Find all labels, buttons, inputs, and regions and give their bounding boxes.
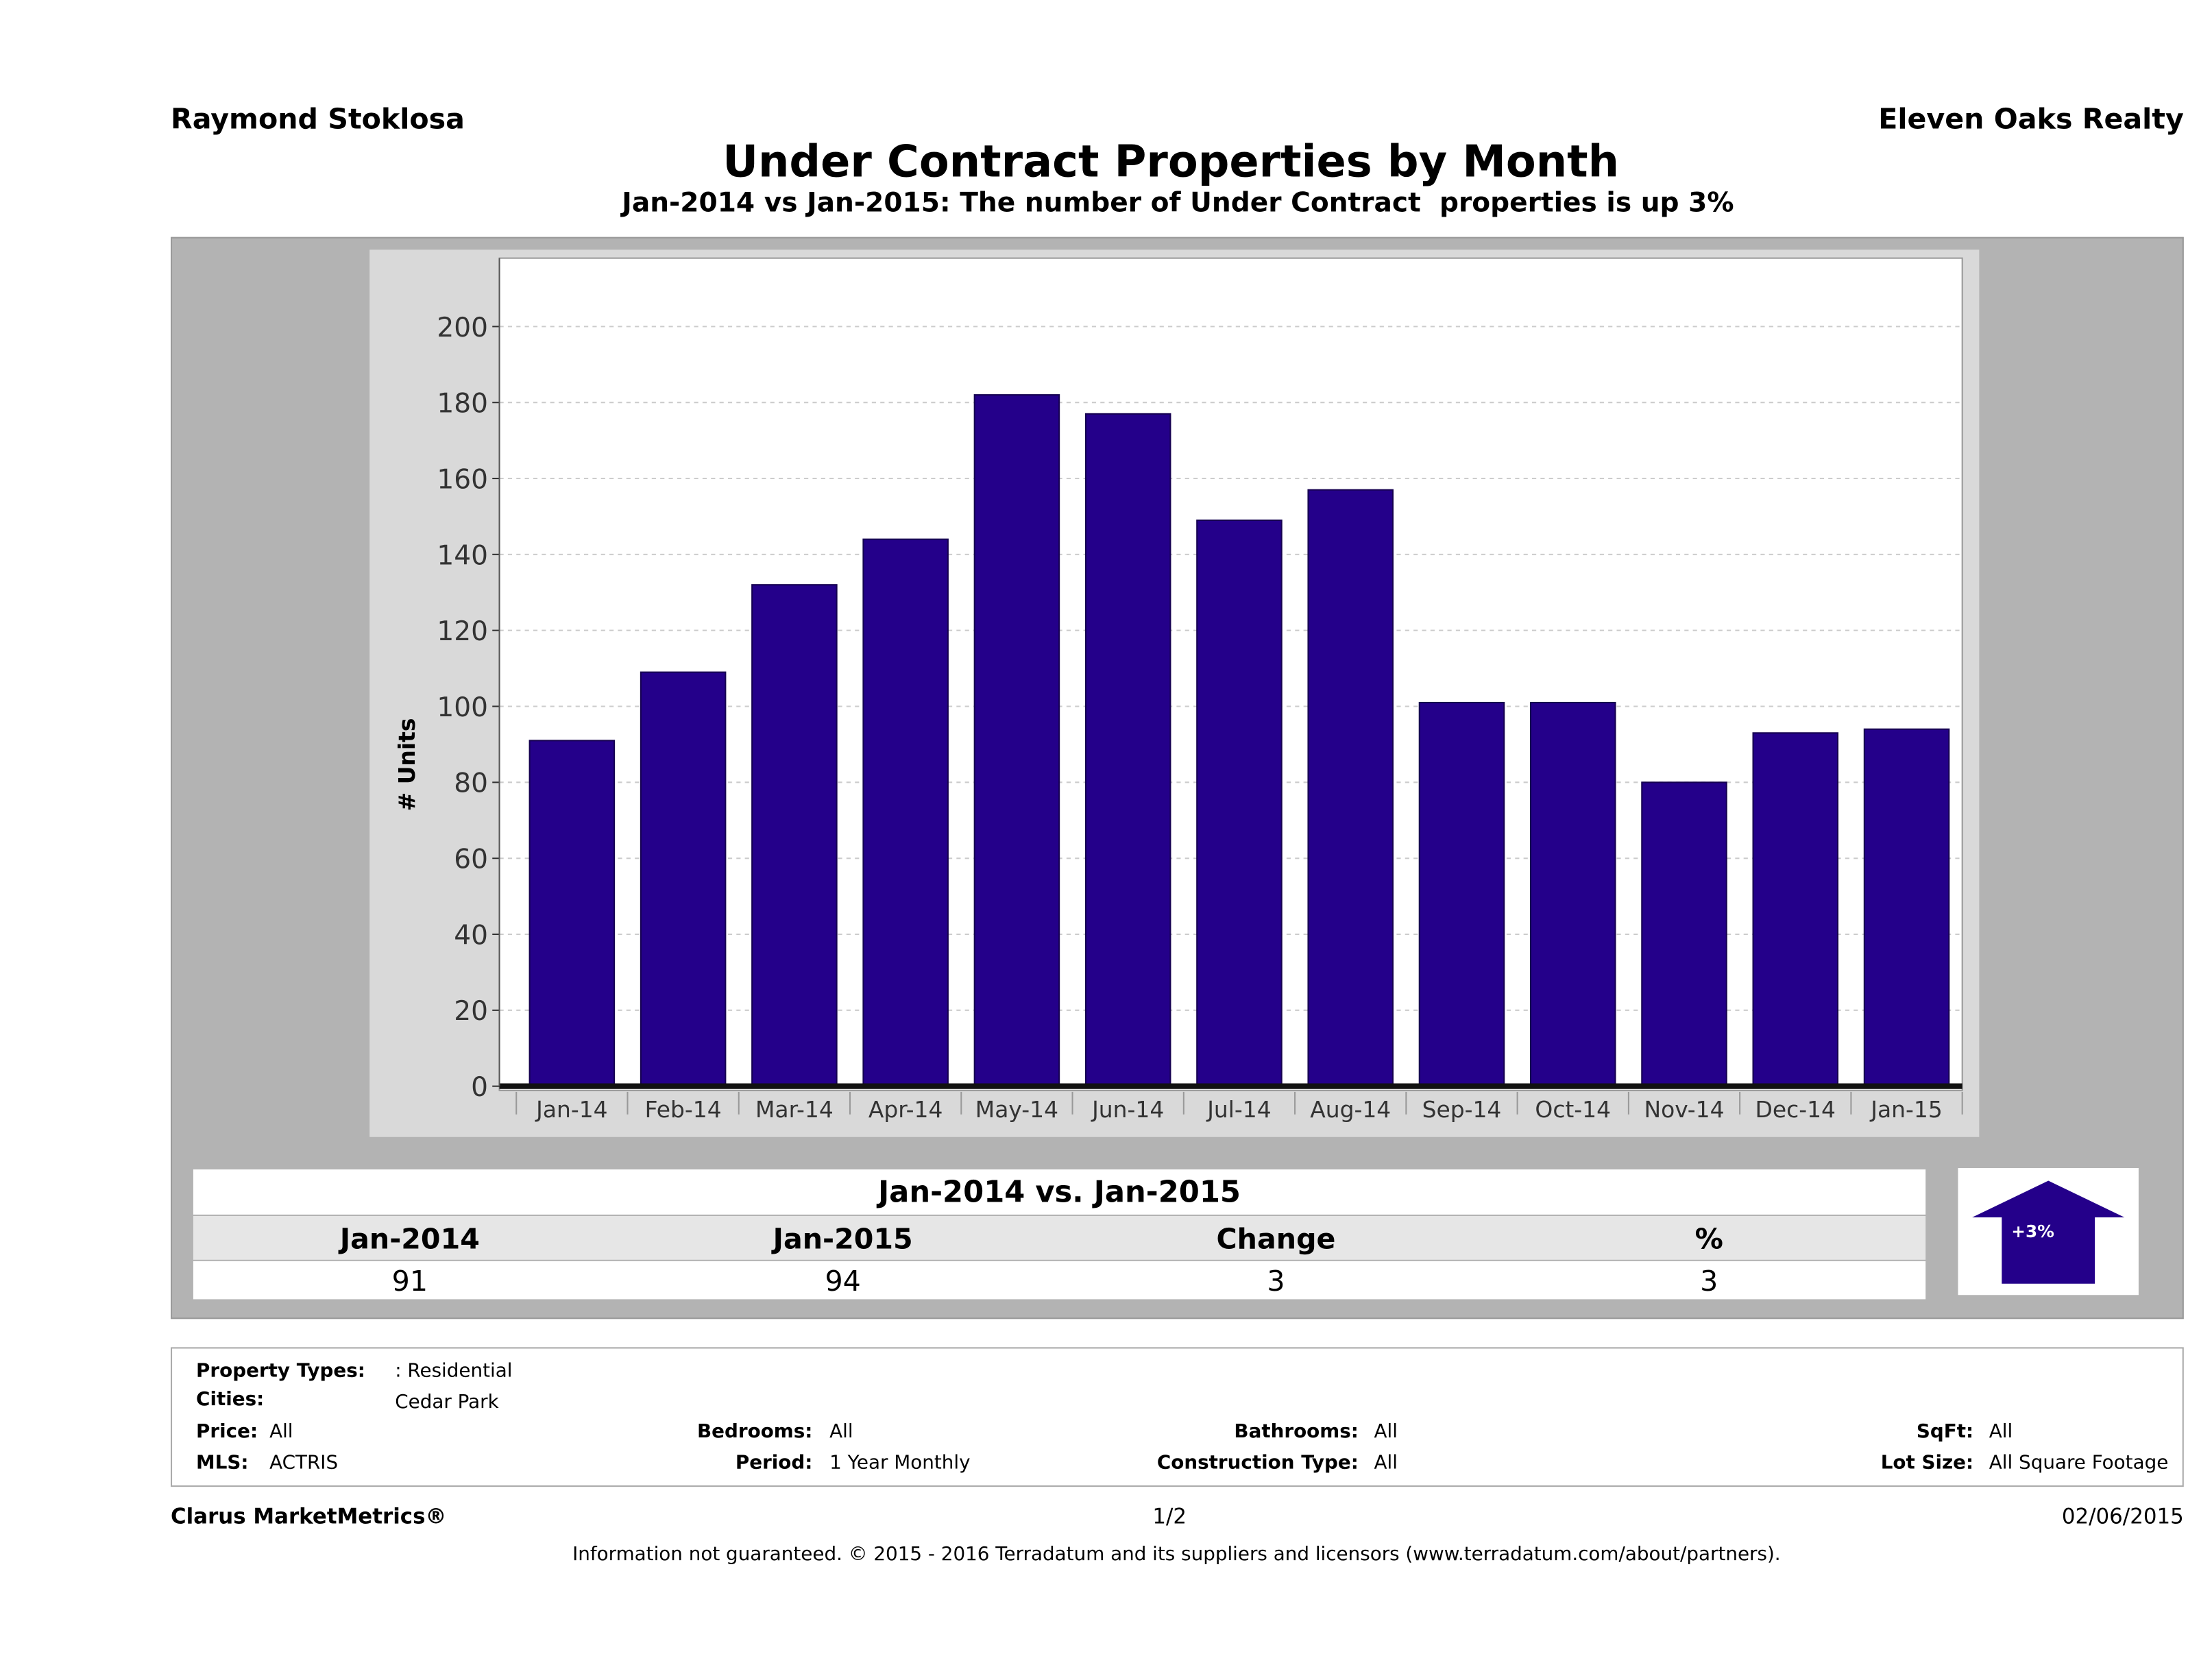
change-badge: +3% — [1958, 1168, 2139, 1296]
construction-value: All — [1374, 1451, 1398, 1474]
bar — [1863, 728, 1950, 1087]
agent-name: Raymond Stoklosa — [171, 101, 465, 136]
sqft-label: SqFt: — [1916, 1420, 1974, 1444]
y-tick-label: 140 — [437, 540, 488, 571]
criteria-box: Property Types: : Residential Cities: Ce… — [171, 1347, 2184, 1487]
property-types-value: : Residential — [395, 1359, 513, 1383]
bar — [862, 538, 949, 1087]
bar — [751, 584, 838, 1087]
x-tick-label: Jan-14 — [535, 1096, 607, 1123]
property-types-label: Property Types: — [196, 1359, 365, 1383]
bar — [973, 394, 1060, 1087]
x-tick-label: Nov-14 — [1644, 1096, 1724, 1123]
y-axis-label: # Units — [393, 718, 420, 812]
summary-value: 3 — [1700, 1263, 1718, 1298]
summary-col: % — [1694, 1221, 1723, 1255]
bar — [528, 740, 616, 1087]
x-tick-label: Sep-14 — [1422, 1096, 1502, 1123]
up-arrow-icon — [1972, 1180, 2125, 1284]
x-tick-label: Apr-14 — [868, 1096, 943, 1123]
bar — [640, 671, 727, 1087]
summary-col: Jan-2015 — [773, 1221, 913, 1255]
footer-brand: Clarus MarketMetrics® — [171, 1503, 447, 1529]
bar — [1641, 781, 1727, 1087]
y-tick-label: 20 — [454, 996, 488, 1027]
bathrooms-label: Bathrooms: — [1234, 1420, 1359, 1444]
summary-value-row: 91 94 3 3 — [193, 1261, 1926, 1300]
bedrooms-value: All — [829, 1420, 853, 1444]
x-tick-label: Dec-14 — [1755, 1096, 1836, 1123]
x-tick-label: Mar-14 — [755, 1096, 834, 1123]
x-tick-label: Jun-14 — [1091, 1096, 1164, 1123]
lot-size-label: Lot Size: — [1880, 1451, 1974, 1474]
y-tick-label: 60 — [454, 844, 488, 875]
summary-value: 3 — [1267, 1263, 1285, 1298]
bedrooms-label: Bedrooms: — [697, 1420, 813, 1444]
summary-value: 94 — [825, 1263, 861, 1298]
price-label: Price: — [196, 1420, 258, 1444]
y-tick-label: 0 — [471, 1072, 488, 1103]
lot-size-value: All Square Footage — [1989, 1451, 2169, 1474]
period-value: 1 Year Monthly — [829, 1451, 971, 1474]
mls-value: ACTRIS — [269, 1451, 339, 1474]
bar — [1196, 519, 1283, 1087]
summary-col: Change — [1216, 1221, 1336, 1255]
company-name: Eleven Oaks Realty — [1878, 101, 2184, 136]
x-tick-label: Oct-14 — [1535, 1096, 1611, 1123]
summary-heading: Jan-2014 vs. Jan-2015 — [193, 1169, 1926, 1215]
report-date: 02/06/2015 — [2061, 1503, 2184, 1529]
y-tick-label: 100 — [437, 692, 488, 723]
summary-header-row: Jan-2014 Jan-2015 Change % — [193, 1215, 1926, 1260]
bar — [1529, 701, 1616, 1087]
period-label: Period: — [735, 1451, 813, 1474]
y-tick-label: 180 — [437, 389, 488, 420]
x-tick-label: Feb-14 — [645, 1096, 722, 1123]
change-badge-text: +3% — [2011, 1221, 2054, 1242]
bar-chart: 0 20 40 60 80 100 120 140 160 180 200 Jan-14 Feb-14 M… — [393, 257, 1963, 1123]
bar — [1084, 413, 1171, 1087]
y-tick-label: 80 — [454, 768, 488, 799]
y-tick-label: 120 — [437, 616, 488, 647]
y-tick-label: 40 — [454, 920, 488, 951]
mls-label: MLS: — [196, 1451, 249, 1474]
disclaimer: Information not guaranteed. © 2015 - 201… — [572, 1543, 1781, 1566]
bar — [1307, 489, 1394, 1087]
construction-label: Construction Type: — [1156, 1451, 1359, 1474]
page-number: 1/2 — [1152, 1503, 1187, 1529]
sqft-value: All — [1989, 1420, 2013, 1444]
x-tick-label: May-14 — [975, 1096, 1058, 1123]
chart-subtitle: Jan-2014 vs Jan-2015: The number of Unde… — [622, 187, 1734, 219]
price-value: All — [269, 1420, 293, 1444]
x-tick-label: Aug-14 — [1310, 1096, 1391, 1123]
summary-col: Jan-2014 — [339, 1221, 480, 1255]
cities-value: Cedar Park — [395, 1391, 499, 1414]
bathrooms-value: All — [1374, 1420, 1398, 1444]
bar — [1752, 732, 1839, 1087]
y-tick-label: 160 — [437, 464, 488, 495]
chart-title: Under Contract Properties by Month — [722, 136, 1620, 188]
bar — [1418, 701, 1505, 1087]
y-tick-label: 200 — [437, 313, 488, 343]
x-tick-label: Jul-14 — [1206, 1096, 1271, 1123]
summary-value: 91 — [391, 1263, 428, 1298]
x-tick-label: Jan-15 — [1869, 1096, 1942, 1123]
cities-label: Cities: — [196, 1388, 265, 1411]
